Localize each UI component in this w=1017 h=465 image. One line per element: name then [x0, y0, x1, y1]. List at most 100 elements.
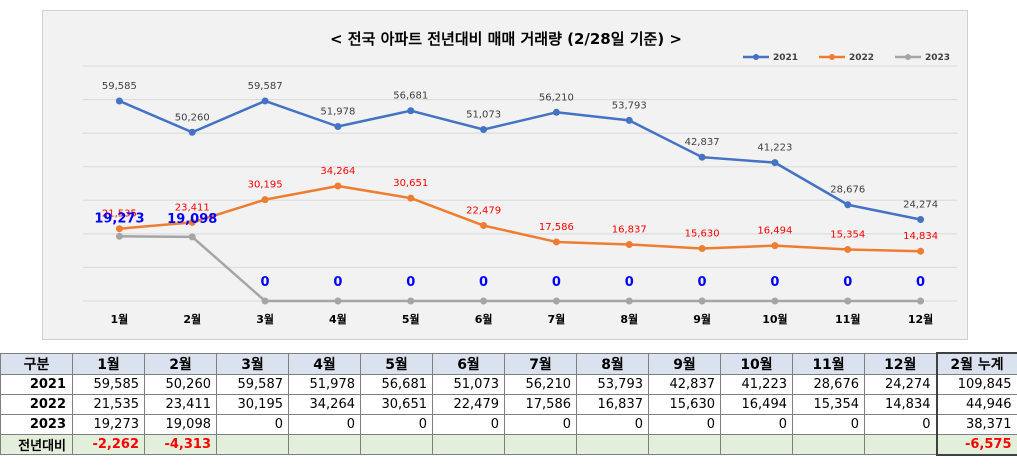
- table-cell: 34,264: [288, 394, 361, 415]
- x-tick-label: 11월: [835, 312, 860, 326]
- table-cell: [288, 434, 361, 455]
- data-point-2021: [261, 97, 269, 105]
- table-cell: 0: [432, 414, 505, 435]
- table-cell: [216, 434, 289, 455]
- table-row-label: 2022: [0, 394, 73, 415]
- table-row: 2021 59,585 50,260 59,587 51,978 56,681 51,073…: [0, 374, 1017, 395]
- table-cell: [504, 434, 577, 455]
- table-cell: 42,837: [648, 374, 721, 395]
- table-header-cell: 9월: [648, 352, 721, 375]
- data-label-2021: 51,073: [466, 110, 501, 121]
- data-label-2023: 0: [406, 275, 415, 290]
- data-label-2021: 24,274: [903, 200, 938, 211]
- data-label-2022: 15,630: [685, 229, 720, 240]
- data-label-2023: 0: [843, 275, 852, 290]
- x-tick-label: 3월: [256, 312, 274, 326]
- data-point-2022: [115, 225, 123, 233]
- table-cell: -4,313: [144, 434, 217, 455]
- gridlines: [83, 65, 957, 302]
- data-point-2022: [334, 182, 342, 190]
- data-label-2023: 0: [916, 275, 925, 290]
- table-row: 2023 19,273 19,098 0 0 0 0 0 0 0 0 0 0 38,371: [0, 414, 1017, 435]
- table-header-category: 구분: [0, 352, 73, 375]
- data-label-2022: 17,586: [539, 222, 574, 233]
- table-cell: 56,681: [360, 374, 433, 395]
- table-cell: 0: [864, 414, 937, 435]
- x-tick-label: 6월: [475, 312, 493, 326]
- data-point-2022: [261, 196, 269, 204]
- table-cell: 28,676: [792, 374, 865, 395]
- data-point-2023: [625, 297, 633, 305]
- data-point-2023: [115, 232, 123, 240]
- legend-label-2022: 2022: [849, 53, 874, 63]
- data-label-2023: 19,098: [167, 212, 217, 227]
- chart-title: < 전국 아파트 전년대비 매매 거래량 (2/28일 기준) >: [330, 30, 682, 48]
- data-label-2021: 59,585: [102, 81, 137, 92]
- data-point-2023: [480, 297, 488, 305]
- table-header-cell: 6월: [432, 352, 505, 375]
- table-header-cell: 12월: [864, 352, 937, 375]
- data-table: 구분 1월 2월 3월 4월 5월 6월 7월 8월 9월 10월 11월 12월 2월 누계 2021 5…: [0, 352, 1017, 456]
- data-label-2023: 0: [479, 275, 488, 290]
- table-cell: 44,946: [935, 394, 1017, 415]
- data-point-2021: [552, 108, 560, 116]
- data-label-2023: 0: [552, 275, 561, 290]
- data-label-2021: 41,223: [757, 143, 792, 154]
- data-point-2022: [698, 245, 706, 253]
- table-cell: 15,630: [648, 394, 721, 415]
- data-point-2023: [917, 297, 925, 305]
- table-header-cell: 11월: [792, 352, 865, 375]
- table-cell: 109,845: [935, 374, 1017, 395]
- data-label-2022: 16,837: [612, 224, 647, 235]
- data-point-2021: [625, 116, 633, 124]
- data-point-2021: [188, 128, 196, 136]
- data-label-2022: 21,535: [102, 209, 137, 220]
- legend-label-2021: 2021: [773, 53, 798, 63]
- table-cell: 50,260: [144, 374, 217, 395]
- data-label-2023: 0: [770, 275, 779, 290]
- data-point-2023: [188, 233, 196, 241]
- data-label-2023: 0: [625, 275, 634, 290]
- table-cell: 21,535: [72, 394, 145, 415]
- table-cell: [576, 434, 649, 455]
- data-label-2022: 14,834: [903, 231, 938, 242]
- data-label-2021: 53,793: [612, 100, 647, 111]
- table-cell: -2,262: [72, 434, 145, 455]
- data-label-2022: 15,354: [830, 229, 865, 240]
- data-point-2022: [407, 194, 415, 202]
- data-label-2022: 30,195: [248, 180, 283, 191]
- data-point-2023: [771, 297, 779, 305]
- table-row: 2022 21,535 23,411 30,195 34,264 30,651 22,479…: [0, 394, 1017, 415]
- table-cell: 17,586: [504, 394, 577, 415]
- table-cell: 0: [360, 414, 433, 435]
- table-header-cell: 4월: [288, 352, 361, 375]
- table-cell: 56,210: [504, 374, 577, 395]
- table-cell: 14,834: [864, 394, 937, 415]
- table-cell: 15,354: [792, 394, 865, 415]
- table-cell: 19,273: [72, 414, 145, 435]
- table-cell: 16,837: [576, 394, 649, 415]
- table-header-cell: 10월: [720, 352, 793, 375]
- data-point-2021: [407, 107, 415, 115]
- x-axis-ticks: 1월 2월 3월 4월 5월 6월 7월 8월 9월 10월 11월 12월: [111, 312, 934, 326]
- data-point-2021: [115, 97, 123, 105]
- series-line-2023: [119, 235, 921, 303]
- x-tick-label: 1월: [111, 312, 129, 326]
- table-cell: 23,411: [144, 394, 217, 415]
- data-label-2023: 0: [333, 275, 342, 290]
- data-point-2021: [334, 123, 342, 131]
- data-point-2022: [552, 238, 560, 246]
- data-label-2021: 28,676: [830, 185, 865, 196]
- chart-legend: 2021 2022 2023: [743, 53, 950, 63]
- data-point-2023: [844, 297, 852, 305]
- table-cell: 51,073: [432, 374, 505, 395]
- table-cell: 51,978: [288, 374, 361, 395]
- data-point-2022: [625, 240, 633, 248]
- data-point-2022: [844, 245, 852, 253]
- table-cell: 41,223: [720, 374, 793, 395]
- table-cell: 0: [216, 414, 289, 435]
- table-header-cell: 5월: [360, 352, 433, 375]
- table-cell: 19,098: [144, 414, 217, 435]
- x-tick-label: 12월: [908, 312, 933, 326]
- chart-panel: < 전국 아파트 전년대비 매매 거래량 (2/28일 기준) > 2021 20…: [42, 10, 968, 340]
